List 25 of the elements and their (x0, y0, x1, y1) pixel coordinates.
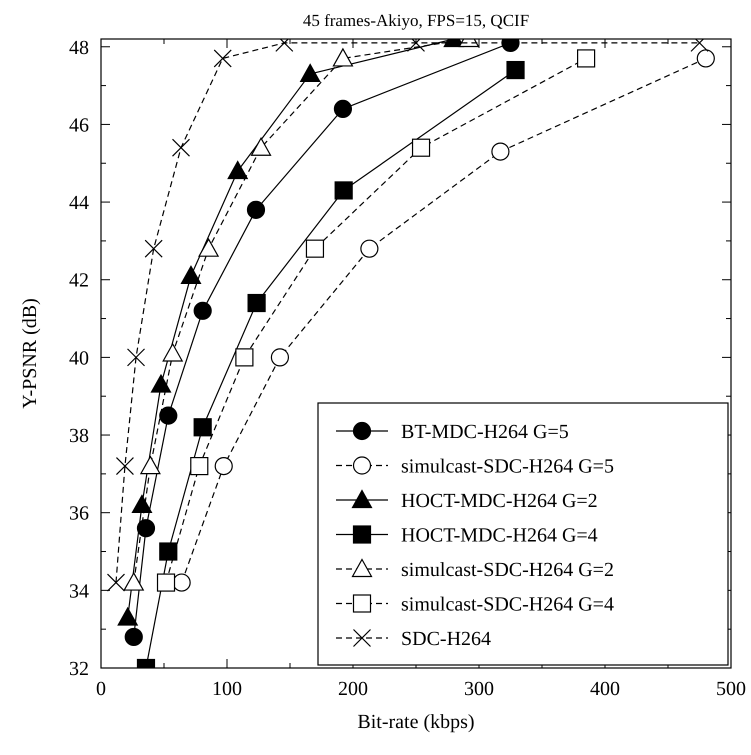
legend-label: simulcast-SDC-H264 G=4 (401, 594, 614, 616)
x-tick-label: 300 (464, 678, 494, 700)
legend-label: SDC-H264 (401, 628, 492, 650)
legend-label: simulcast-SDC-H264 G=5 (401, 456, 614, 478)
y-tick-label: 42 (69, 270, 89, 292)
y-tick-label: 34 (69, 580, 89, 602)
x-axis-title: Bit-rate (kbps) (357, 711, 475, 733)
x-tick-label: 500 (716, 678, 746, 700)
x-tick-label: 100 (212, 678, 242, 700)
y-tick-label: 38 (69, 425, 89, 448)
legend-label: BT-MDC-H264 G=5 (401, 421, 569, 443)
x-tick-label: 400 (590, 678, 620, 700)
y-tick-label: 36 (69, 502, 89, 525)
x-tick-label: 200 (338, 678, 368, 700)
legend-label: HOCT-MDC-H264 G=2 (401, 490, 598, 512)
legend-label: simulcast-SDC-H264 G=2 (401, 559, 614, 581)
y-tick-label: 32 (69, 658, 89, 680)
x-tick-label: 0 (96, 678, 106, 700)
y-tick-label: 44 (69, 192, 89, 214)
y-tick-label: 46 (69, 114, 89, 136)
chart-title: 45 frames-Akiyo, FPS=15, QCIF (302, 11, 530, 30)
y-tick-label: 40 (69, 347, 89, 370)
y-tick-label: 48 (69, 36, 89, 59)
y-axis-title: Y-PSNR (dB) (19, 298, 41, 409)
legend-label: HOCT-MDC-H264 G=4 (401, 524, 598, 546)
